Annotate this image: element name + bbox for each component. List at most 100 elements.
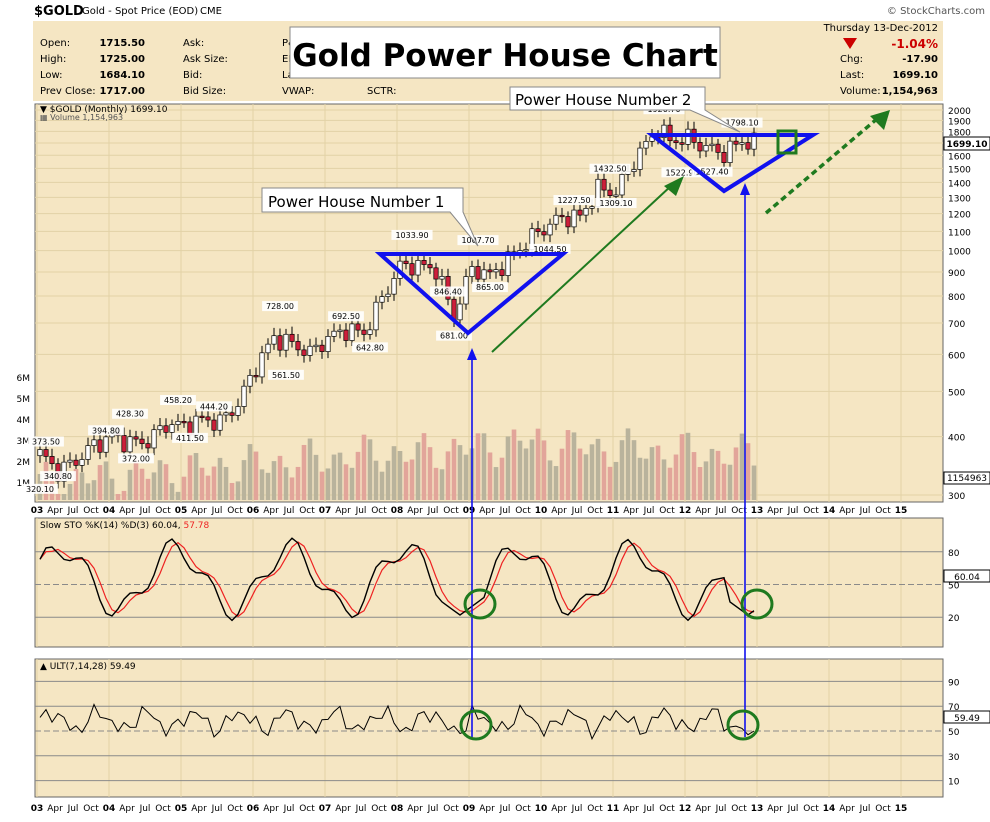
x-tick-label-bottom: Oct (731, 804, 747, 814)
quote-mid2-1: EP (282, 54, 294, 65)
price-label: 1007.70 (461, 236, 494, 245)
volume-bar (409, 459, 415, 500)
volume-bar (547, 460, 553, 500)
price-label-bg (721, 117, 763, 128)
price-label: 458.20 (164, 396, 192, 405)
candle-body (565, 216, 571, 228)
ult-tick-label: 90 (948, 678, 960, 688)
candle-body (235, 406, 241, 416)
candle-body (619, 174, 625, 196)
candle-body (73, 459, 79, 466)
candle-body (205, 416, 211, 421)
price-tick-label: 400 (948, 434, 965, 444)
candle-body (265, 343, 271, 354)
volume-bar (385, 460, 391, 500)
watermark-label: © StockCharts.com (887, 6, 985, 17)
green-dotted-arrow (764, 116, 880, 215)
candle-body (541, 231, 547, 236)
candle-body (361, 329, 367, 335)
x-tick-label-bottom: Apr (47, 804, 63, 814)
x-tick-label-bottom: 12 (679, 804, 692, 814)
price-label-bg (553, 195, 595, 206)
x-tick-label-bottom: Apr (407, 804, 423, 814)
volume-bar (109, 478, 115, 500)
x-tick-label-top: Oct (659, 506, 675, 516)
volume-bar (289, 477, 295, 500)
volume-bar (397, 451, 403, 500)
price-label: 411.50 (176, 434, 204, 443)
candle-body (385, 293, 391, 297)
volume-bar (493, 467, 499, 500)
x-tick-label-bottom: Oct (515, 804, 531, 814)
x-tick-label-bottom: Apr (695, 804, 711, 814)
price-label-bg (589, 163, 631, 174)
x-tick-label-bottom: Oct (875, 804, 891, 814)
volume-tick-label: 3M (17, 437, 31, 447)
volume-bar (691, 452, 697, 500)
price-label-bg (352, 342, 388, 353)
candle-body (337, 329, 343, 332)
candle-body (715, 143, 721, 153)
price-label-bg (472, 282, 508, 293)
quote-right-value-2: 1699.10 (892, 70, 938, 81)
volume-bar (457, 445, 463, 500)
x-tick-label-bottom: Jul (211, 804, 223, 814)
ult-tag: 59.49 (954, 714, 980, 724)
sctr-label: SCTR: (367, 86, 396, 97)
x-tick-label-bottom: Oct (659, 804, 675, 814)
volume-bar (265, 472, 271, 500)
x-tick-label-bottom: Jul (427, 804, 439, 814)
volume-bar (619, 440, 625, 500)
volume-bar (277, 455, 283, 500)
candle-body (739, 142, 745, 145)
x-tick-label-bottom: Oct (443, 804, 459, 814)
volume-bar (337, 452, 343, 500)
price-label-bg (436, 330, 472, 341)
x-tick-label-top: Apr (263, 506, 279, 516)
x-tick-label-top: 06 (247, 506, 260, 516)
candle-body (343, 329, 349, 341)
x-tick-label-top: Jul (859, 506, 871, 516)
last-price-tag: 1699.10 (947, 140, 988, 150)
ult-tick-label: 70 (948, 703, 960, 713)
volume-bar (565, 430, 571, 500)
price-label: 1432.50 (593, 165, 626, 174)
candle-body (193, 415, 199, 436)
price-label-bg (661, 167, 703, 178)
x-tick-label-bottom: Oct (299, 804, 315, 814)
volume-tick-label: 2M (17, 458, 31, 468)
volume-tick-label: 5M (17, 395, 31, 405)
volume-bar (703, 461, 709, 500)
price-label-bg (112, 408, 148, 419)
x-tick-label-top: Oct (227, 506, 243, 516)
volume-bar (361, 434, 367, 500)
price-label: 394.80 (92, 426, 120, 435)
title-box (289, 26, 721, 79)
volume-bar (475, 433, 481, 500)
volume-bar (103, 461, 109, 500)
price-label: 1044.50 (533, 245, 566, 254)
volume-bar (175, 491, 181, 500)
x-tick-label-bottom: Jul (283, 804, 295, 814)
green-circle-3 (726, 709, 760, 741)
volume-bar (487, 452, 493, 500)
quote-right-value-3: 1,154,963 (882, 86, 938, 97)
price-label: 444.20 (200, 402, 228, 411)
candle-body (607, 189, 613, 197)
price-label: 681.00 (440, 332, 468, 341)
arrowhead-up-1 (467, 348, 477, 360)
ult-tag-bg (943, 710, 990, 724)
price-label-bg (88, 425, 124, 436)
volume-bar (403, 461, 409, 500)
x-tick-label-bottom: Jul (715, 804, 727, 814)
x-tick-label-top: 12 (679, 506, 692, 516)
date-label: Thursday 13-Dec-2012 (823, 23, 938, 34)
volume-bar (223, 466, 229, 500)
candle-body (121, 435, 127, 453)
volume-bar (529, 439, 535, 500)
volume-bar (739, 433, 745, 500)
volume-bar (625, 428, 631, 500)
volume-bar (301, 444, 307, 500)
volume-bar (127, 469, 133, 500)
